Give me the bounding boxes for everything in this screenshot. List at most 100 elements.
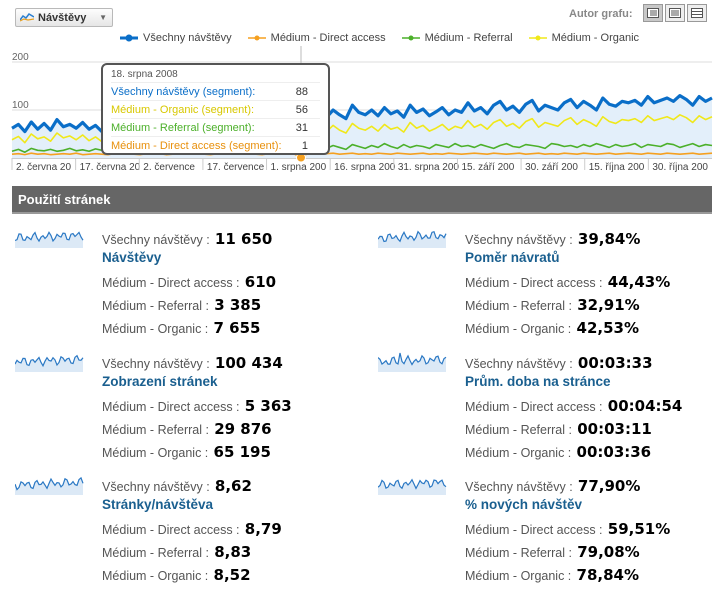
metric-title-link[interactable]: Stránky/návštěva [102,497,214,512]
x-tick-label: 17. června 20 [80,162,141,173]
metric-title-link[interactable]: Prům. doba na stránce [465,374,611,389]
metric-title-link[interactable]: Návštěvy [102,250,162,265]
sparkline [15,476,84,495]
legend-item[interactable]: Médium - Direct access [247,32,386,44]
metric-block: Všechny návštěvy : 39,84% Poměr návratů Mé… [378,228,708,340]
tooltip-row: Všechny návštěvy (segment): 88 [111,82,320,100]
legend-item[interactable]: Médium - Organic [528,32,640,44]
x-tick-label: 31. srpna 200 [398,162,460,173]
tooltip-series-name: Médium - Referral (segment): [111,122,255,134]
legend-swatch-icon [528,35,547,41]
metric-row-label: Médium - Direct access : [465,276,603,290]
metric-row: Všechny návštěvy : 00:03:33 [465,354,653,372]
tooltip-date: 18. srpna 2008 [111,69,178,80]
legend-label: Médium - Direct access [270,32,386,44]
metric-row-label: Všechny návštěvy : [465,480,573,494]
metric-row: Médium - Referral : 8,83 [102,543,251,561]
table-view-icon [691,8,703,18]
chart-toolbar: Návštěvy ▼ Autor grafu: [0,0,723,30]
x-tick-label: 15. září 200 [461,162,514,173]
tooltip-series-name: Všechny návštěvy (segment): [111,86,256,98]
tooltip-series-value: 31 [295,122,308,134]
metric-row-label: Médium - Direct access : [102,400,240,414]
metric-title-link[interactable]: % nových návštěv [465,497,583,512]
sparkline [378,352,447,372]
x-tick-label: 17. července [207,162,265,173]
metric-row-label: Všechny návštěvy : [102,357,210,371]
x-tick-label: 2. června 20 [16,162,71,173]
tooltip-row: Médium - Referral (segment): 31 [111,118,320,136]
metric-row-label: Médium - Referral : [465,423,572,437]
metric-block: Všechny návštěvy : 00:03:33 Prům. doba na… [378,352,708,464]
tooltip-series-value: 1 [301,140,308,152]
sparkline [378,230,447,248]
metric-row-value: 8,79 [239,520,282,538]
legend-label: Médium - Referral [424,32,513,44]
metric-row-label: Všechny návštěvy : [102,480,210,494]
metric-row-value: 59,51% [602,520,671,538]
metric-dropdown-label: Návštěvy [38,11,87,24]
list-view-icon [669,8,681,18]
metric-row-value: 77,90% [572,477,641,495]
legend-swatch-icon [120,34,138,42]
tooltip-series-name: Médium - Direct access (segment): [111,140,282,152]
metric-row: Médium - Referral : 00:03:11 [465,420,652,438]
x-tick-label: 16. srpna 200 [334,162,396,173]
metric-row-value: 00:04:54 [602,397,683,415]
metric-row-value: 8,52 [208,566,251,584]
metric-row: Médium - Direct access : 44,43% [465,273,670,291]
x-tick-label: 30. října 200 [652,162,708,173]
metric-row-value: 00:03:33 [572,354,653,372]
metric-row: Médium - Organic : 65 195 [102,443,271,461]
metric-row-label: Médium - Organic : [102,569,209,583]
metric-row-label: Médium - Direct access : [102,523,240,537]
legend-item[interactable]: Médium - Referral [401,32,513,44]
legend-label: Médium - Organic [551,32,640,44]
metric-dropdown[interactable]: Návštěvy ▼ [15,8,113,27]
x-tick-label: 15. října 200 [589,162,645,173]
view-list-button[interactable] [665,4,685,22]
metric-row: Všechny návštěvy : 39,84% [465,230,640,248]
metric-row: Médium - Referral : 79,08% [465,543,640,561]
metric-row-label: Médium - Organic : [465,569,572,583]
metric-row: Všechny návštěvy : 77,90% [465,477,640,495]
metric-row-value: 78,84% [571,566,639,584]
metric-row: Všechny návštěvy : 8,62 [102,477,252,495]
metric-row-value: 7 655 [208,319,261,337]
metric-block: Všechny návštěvy : 8,62 Stránky/návštěva M… [15,475,345,587]
metric-row: Médium - Referral : 3 385 [102,296,261,314]
metric-title-link[interactable]: Zobrazení stránek [102,374,218,389]
y-tick-label: 100 [12,100,29,111]
metric-row-label: Všechny návštěvy : [465,233,573,247]
metric-row-label: Médium - Referral : [102,423,209,437]
view-summary-button[interactable] [643,4,663,22]
metric-row-value: 79,08% [571,543,640,561]
metric-row: Všechny návštěvy : 11 650 [102,230,272,248]
metric-row-label: Médium - Direct access : [465,523,603,537]
metric-row-value: 610 [239,273,277,291]
metric-row: Médium - Direct access : 5 363 [102,397,292,415]
metric-row-value: 100 434 [209,354,283,372]
sparkline [15,354,84,372]
metric-row-value: 5 363 [239,397,292,415]
view-table-button[interactable] [687,4,707,22]
metric-row-label: Médium - Direct access : [102,276,240,290]
tooltip-series-name: Médium - Organic (segment): [111,104,255,116]
metric-row: Médium - Referral : 32,91% [465,296,640,314]
section-header: Použití stránek [12,186,712,214]
metric-row-label: Médium - Referral : [465,546,572,560]
legend-item[interactable]: Všechny návštěvy [120,32,232,44]
metric-row-label: Médium - Referral : [465,299,572,313]
metric-row-value: 39,84% [572,230,641,248]
legend-label: Všechny návštěvy [143,32,232,44]
tooltip-row: Médium - Direct access (segment): 1 [111,136,320,154]
metric-row: Médium - Organic : 78,84% [465,566,639,584]
metric-row-value: 3 385 [208,296,262,314]
metric-row-label: Médium - Referral : [102,546,209,560]
metric-block: Všechny návštěvy : 11 650 Návštěvy Médium … [15,228,345,340]
y-tick-label: 200 [12,52,29,63]
metric-row: Médium - Direct access : 59,51% [465,520,670,538]
metric-row-value: 29 876 [208,420,272,438]
metric-row-value: 42,53% [571,319,639,337]
metric-title-link[interactable]: Poměr návratů [465,250,560,265]
